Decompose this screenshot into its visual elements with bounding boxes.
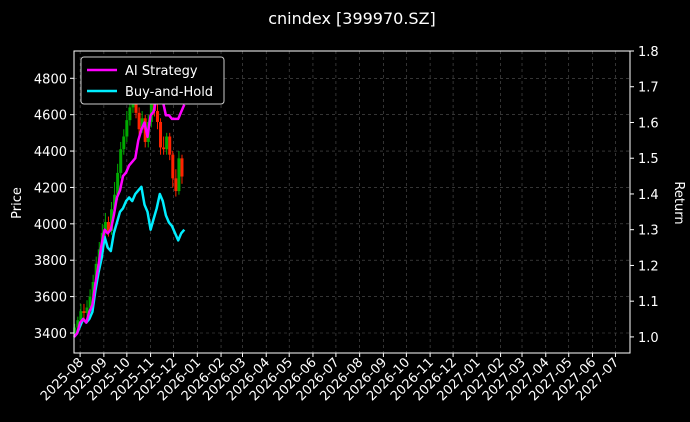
candle-body <box>140 118 144 130</box>
candle-body <box>174 178 178 192</box>
plot-frame <box>73 50 631 354</box>
y-tick-label-right: 1.8 <box>638 45 659 60</box>
candle-body <box>171 154 175 179</box>
y-tick-label-right: 1.4 <box>638 188 659 203</box>
candle-body <box>165 136 169 150</box>
candle-body <box>180 158 184 177</box>
candle-body <box>91 282 95 297</box>
candle-body <box>122 136 126 150</box>
candle-body <box>128 107 132 121</box>
candle-body <box>155 111 159 122</box>
y-tick-label-right: 1.1 <box>638 295 659 310</box>
candle-body <box>73 327 77 333</box>
candle-body <box>168 136 172 155</box>
candlestick-series <box>73 85 184 337</box>
series-line-ai-strategy <box>73 96 186 338</box>
y-tick-label-left: 3600 <box>34 291 67 306</box>
series-line-buy-and-hold <box>73 185 186 338</box>
candle-body <box>137 112 141 130</box>
chart-title: cnindex [399970.SZ] <box>268 9 436 28</box>
y-tick-label-right: 1.2 <box>638 259 659 274</box>
y-tick-label-right: 1.7 <box>638 81 659 96</box>
legend-label-ai-strategy: AI Strategy <box>125 64 198 79</box>
legend: AI Strategy Buy-and-Hold <box>80 56 225 105</box>
candle-body <box>134 96 138 113</box>
candle-body <box>88 296 92 308</box>
candle-body <box>113 194 117 210</box>
y-tick-label-right: 1.0 <box>638 331 659 346</box>
y-tick-label-left: 3400 <box>34 327 67 342</box>
candle-body <box>106 222 110 232</box>
y-tick-label-left: 4600 <box>34 109 67 124</box>
line-series <box>73 96 186 338</box>
y-tick-label-right: 1.6 <box>638 116 659 131</box>
y-tick-label-left: 3800 <box>34 254 67 269</box>
y-axis-label-right: Return <box>671 181 686 224</box>
candle-body <box>159 121 163 148</box>
candle-body <box>103 222 107 233</box>
candle-body <box>177 158 181 192</box>
candle-body <box>149 96 153 122</box>
y-tick-label-left: 4200 <box>34 181 67 196</box>
y-tick-label-right: 1.3 <box>638 224 659 239</box>
candle-body <box>116 172 120 195</box>
axes <box>70 50 634 357</box>
y-tick-label-left: 4000 <box>34 218 67 233</box>
candle-body <box>76 320 80 328</box>
candle-body <box>82 311 86 313</box>
candle-body <box>79 311 83 321</box>
y-tick-label-left: 4800 <box>34 72 67 87</box>
candle-body <box>162 147 166 150</box>
y-tick-label-left: 4400 <box>34 145 67 160</box>
y-axis-label-left: Price <box>10 187 25 219</box>
candle-body <box>119 149 123 173</box>
candle-body <box>85 307 89 313</box>
legend-label-buy-and-hold: Buy-and-Hold <box>125 85 213 100</box>
y-tick-label-right: 1.5 <box>638 152 659 167</box>
candle-body <box>125 120 129 137</box>
